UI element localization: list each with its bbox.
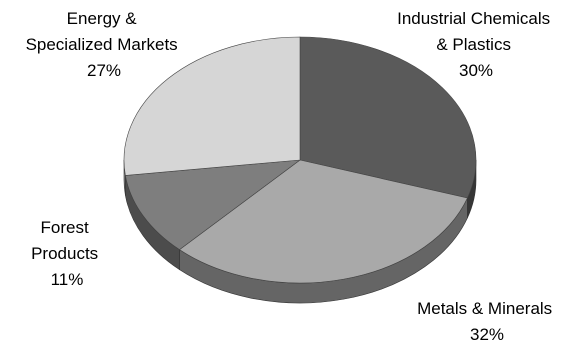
pie-slice-metals-minerals [178,159,468,284]
slice-label-forest-products: Forest Products 11% [31,218,103,289]
slice-label-industrial-chemicals: Industrial Chemicals & Plastics 30% [397,9,555,80]
pie-slice-forest-products [125,159,302,251]
pie-top-layer [123,36,477,284]
pie-slice-industrial-chemicals-plastics [299,36,477,199]
slice-label-metals-minerals: Metals & Minerals 32% [417,299,557,344]
slice-label-energy-specialized: Energy & Specialized Markets 27% [26,9,183,80]
pie-slice-energy-specialized-markets [123,36,301,176]
